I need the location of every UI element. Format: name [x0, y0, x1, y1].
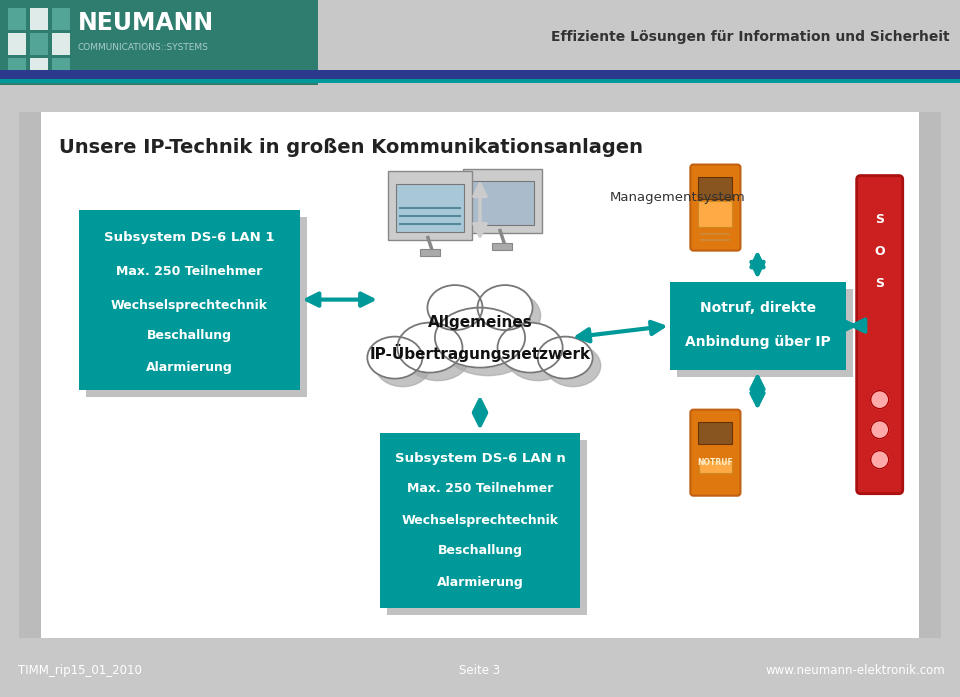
FancyBboxPatch shape [52, 33, 70, 55]
Text: Max. 250 Teilnehmer: Max. 250 Teilnehmer [116, 265, 263, 278]
Text: S: S [876, 213, 884, 226]
Ellipse shape [506, 330, 570, 381]
Text: Wechselsprechtechnik: Wechselsprechtechnik [401, 514, 559, 527]
Text: Seite 3: Seite 3 [460, 664, 500, 677]
FancyBboxPatch shape [30, 58, 48, 80]
FancyBboxPatch shape [492, 243, 512, 250]
Text: Effiziente Lösungen für Information und Sicherheit: Effiziente Lösungen für Information und … [551, 30, 950, 44]
Text: IP-Übertragungsnetzwerk: IP-Übertragungsnetzwerk [370, 344, 590, 362]
Ellipse shape [443, 316, 533, 376]
Text: NOTRUF: NOTRUF [698, 458, 733, 467]
FancyBboxPatch shape [0, 70, 960, 79]
Text: TIMM_rip15_01_2010: TIMM_rip15_01_2010 [18, 664, 142, 677]
FancyBboxPatch shape [19, 112, 41, 638]
Ellipse shape [405, 330, 470, 381]
FancyBboxPatch shape [856, 176, 902, 493]
Ellipse shape [477, 285, 533, 330]
Text: COMMUNICATIONS::SYSTEMS: COMMUNICATIONS::SYSTEMS [78, 43, 209, 52]
FancyBboxPatch shape [80, 210, 300, 390]
FancyBboxPatch shape [8, 8, 26, 30]
FancyBboxPatch shape [380, 433, 580, 608]
Circle shape [871, 421, 889, 438]
FancyBboxPatch shape [420, 249, 440, 256]
Text: S: S [876, 277, 884, 290]
FancyBboxPatch shape [919, 112, 941, 638]
FancyBboxPatch shape [8, 58, 26, 80]
Ellipse shape [538, 337, 592, 378]
FancyBboxPatch shape [52, 8, 70, 30]
FancyBboxPatch shape [699, 460, 732, 473]
Text: O: O [875, 245, 885, 258]
Text: Subsystem DS-6 LAN 1: Subsystem DS-6 LAN 1 [105, 231, 275, 244]
Text: Beschallung: Beschallung [438, 544, 522, 557]
FancyBboxPatch shape [30, 8, 48, 30]
FancyBboxPatch shape [463, 169, 542, 233]
Ellipse shape [486, 293, 540, 338]
FancyBboxPatch shape [387, 440, 588, 615]
FancyBboxPatch shape [698, 201, 732, 227]
Ellipse shape [436, 293, 491, 338]
Text: Allgemeines: Allgemeines [427, 315, 533, 330]
FancyBboxPatch shape [41, 112, 919, 638]
Ellipse shape [427, 285, 483, 330]
Ellipse shape [375, 344, 430, 387]
FancyBboxPatch shape [30, 33, 48, 55]
Text: Alarmierung: Alarmierung [146, 361, 233, 374]
FancyBboxPatch shape [0, 0, 318, 85]
Circle shape [871, 390, 889, 408]
Text: Subsystem DS-6 LAN n: Subsystem DS-6 LAN n [395, 452, 565, 465]
Ellipse shape [545, 344, 601, 387]
Text: Alarmierung: Alarmierung [437, 576, 523, 589]
Ellipse shape [368, 337, 422, 378]
FancyBboxPatch shape [690, 410, 740, 496]
FancyBboxPatch shape [690, 164, 740, 251]
FancyBboxPatch shape [52, 58, 70, 80]
FancyBboxPatch shape [388, 171, 472, 240]
FancyBboxPatch shape [0, 79, 960, 83]
FancyBboxPatch shape [698, 176, 732, 199]
FancyBboxPatch shape [698, 422, 732, 444]
Text: Notruf, direkte: Notruf, direkte [700, 300, 816, 314]
Text: www.neumann-elektronik.com: www.neumann-elektronik.com [765, 664, 945, 677]
Text: Wechselsprechtechnik: Wechselsprechtechnik [111, 299, 268, 312]
Text: Beschallung: Beschallung [147, 329, 232, 342]
FancyBboxPatch shape [678, 289, 852, 376]
Ellipse shape [497, 323, 563, 373]
FancyBboxPatch shape [8, 33, 26, 55]
FancyBboxPatch shape [86, 217, 306, 397]
Text: Managementsystem: Managementsystem [611, 191, 746, 204]
FancyBboxPatch shape [471, 181, 534, 224]
Ellipse shape [435, 307, 525, 367]
Circle shape [871, 451, 889, 468]
Text: NEUMANN: NEUMANN [78, 11, 214, 35]
FancyBboxPatch shape [670, 282, 846, 369]
Ellipse shape [397, 323, 463, 373]
Text: Anbindung über IP: Anbindung über IP [685, 335, 830, 348]
Text: Unsere IP-Technik in großen Kommunikationsanlagen: Unsere IP-Technik in großen Kommunikatio… [60, 137, 643, 157]
FancyBboxPatch shape [396, 183, 464, 231]
Text: Max. 250 Teilnehmer: Max. 250 Teilnehmer [407, 482, 553, 495]
